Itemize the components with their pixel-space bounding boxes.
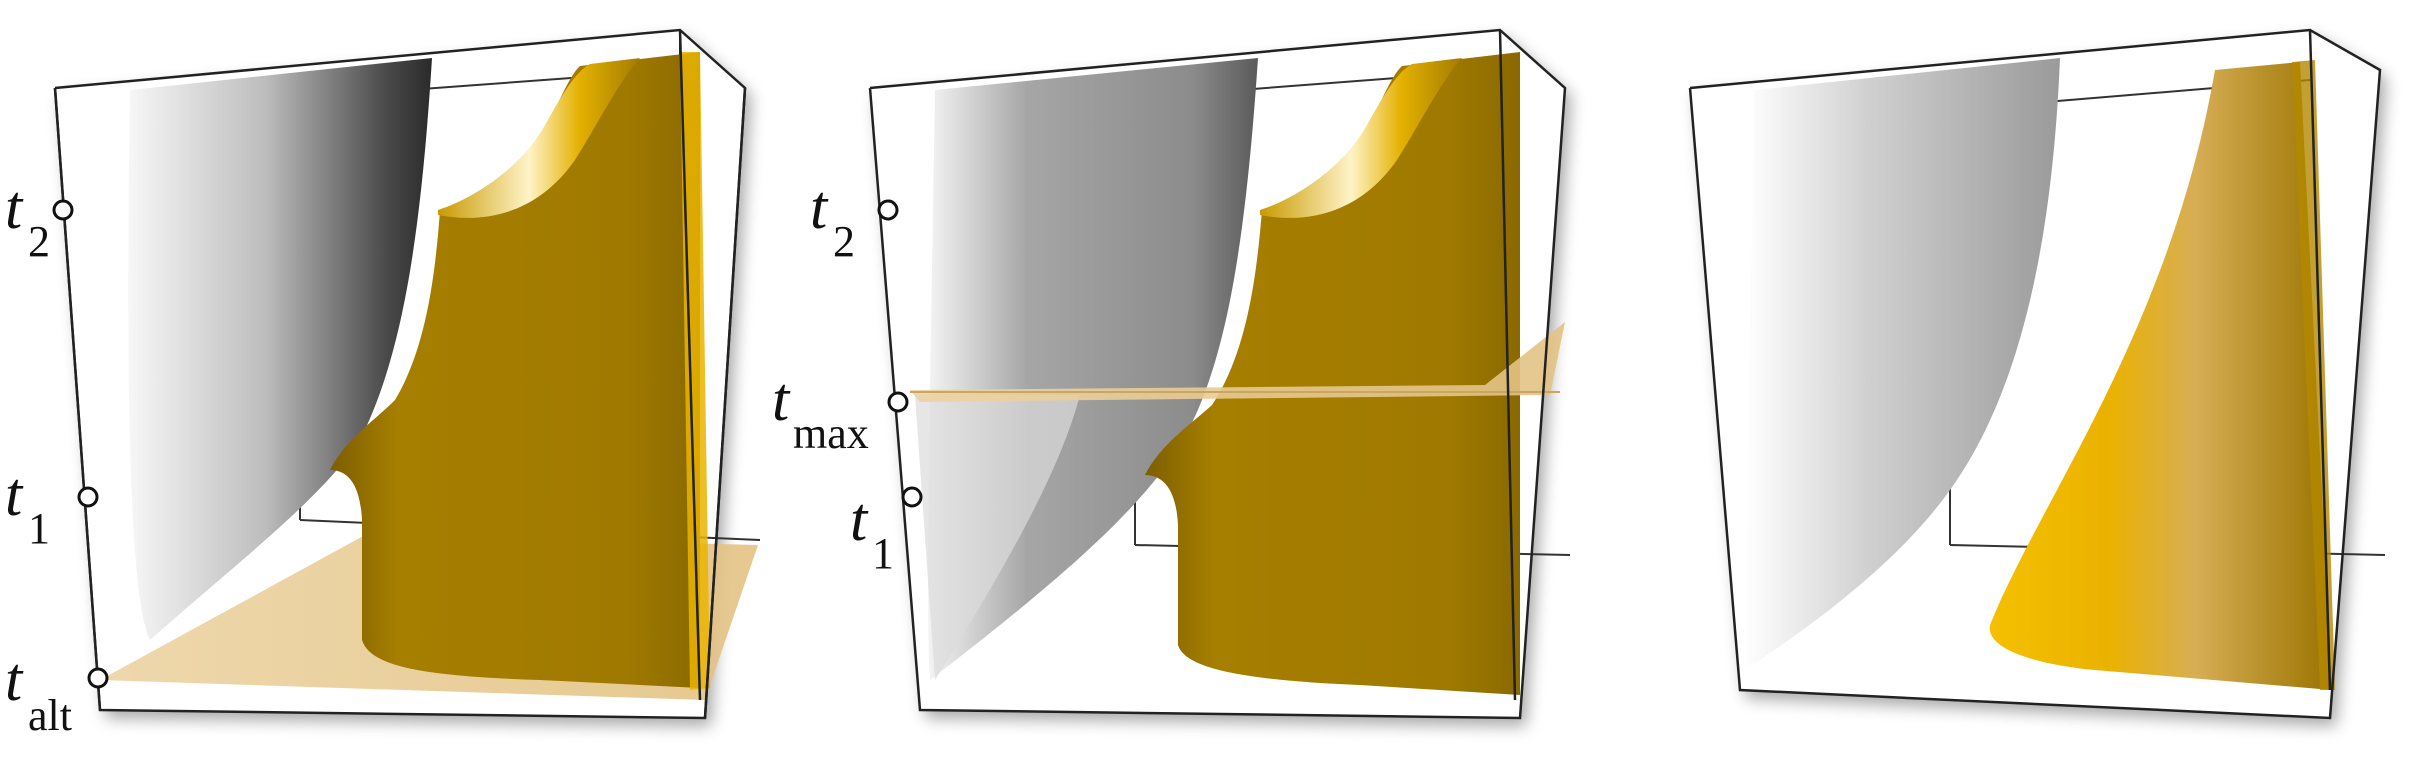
gold-ridge-middle [1260, 58, 1462, 218]
marker-label-sub: 2 [28, 217, 50, 266]
gray-surface-right [1745, 58, 2060, 670]
marker-label-base: t [850, 486, 869, 554]
gray-lower-middle [915, 395, 1080, 680]
marker-label-sub: 2 [833, 217, 855, 266]
marker-label-sub: 1 [872, 529, 894, 578]
marker-label-base: t [772, 366, 791, 434]
marker-label-sub: alt [28, 691, 72, 740]
marker-tmax-middle: t max [772, 366, 909, 458]
gold-surface-right [1989, 62, 2332, 690]
panel-right [1688, 28, 2386, 720]
marker-label-base: t [5, 646, 24, 714]
gray-surface-left [128, 58, 432, 640]
t-max-plane [910, 322, 1565, 402]
marker-t1-middle: t 1 [850, 486, 923, 578]
marker-label-base: t [5, 461, 24, 529]
marker-talt-left: t alt [5, 646, 109, 740]
marker-label-base: t [5, 174, 24, 242]
box-front-edges-right [1688, 28, 2382, 720]
marker-t1-left: t 1 [5, 461, 99, 553]
gold-surface-middle [1145, 52, 1520, 695]
gold-sheet-right-left [680, 52, 710, 690]
gold-surface-left [330, 52, 700, 688]
marker-label-base: t [810, 174, 829, 242]
panel-left: t 2 t 1 t alt [5, 28, 761, 740]
marker-label-sub: 1 [28, 504, 50, 553]
box-front-edges-middle [868, 28, 1567, 720]
gold-ridge-left [438, 58, 640, 218]
marker-label-sub: max [793, 409, 869, 458]
marker-t2-middle: t 2 [810, 174, 899, 266]
box-front-edges-left [53, 28, 747, 720]
marker-t2-left: t 2 [5, 174, 74, 266]
panel-middle: t 2 t max t 1 [772, 28, 1571, 720]
